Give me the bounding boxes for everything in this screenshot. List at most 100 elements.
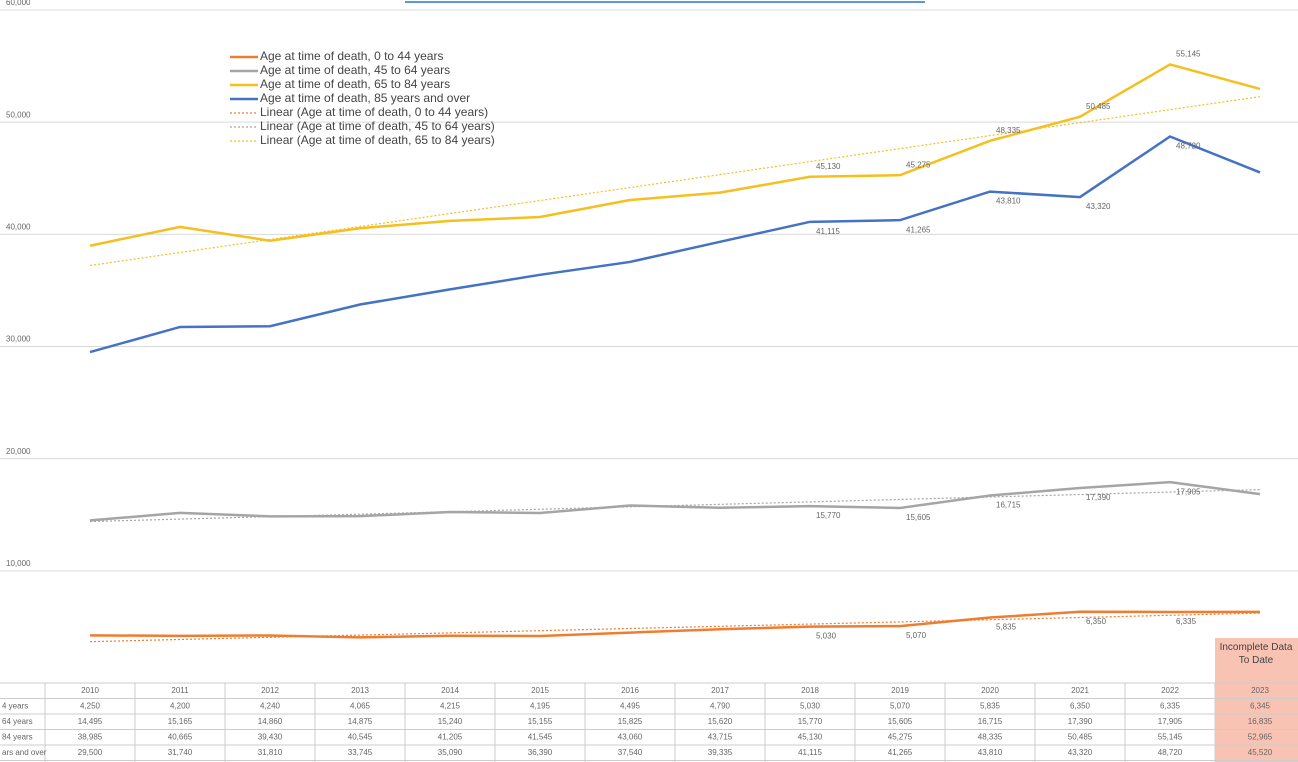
table-cell: 41,545: [528, 732, 553, 741]
table-cell: 17,905: [1158, 717, 1183, 726]
incomplete-note: Incomplete Data To Date: [1219, 642, 1293, 666]
data-label: 48,335: [996, 126, 1021, 135]
y-tick-label: 10,000: [6, 559, 31, 568]
table-cell: 4,240: [260, 701, 281, 710]
table-cell: 45,275: [888, 732, 913, 741]
table-cell: 43,715: [708, 732, 733, 741]
table-cell: 14,495: [78, 717, 103, 726]
data-label: 41,115: [816, 227, 840, 236]
table-cell: 5,835: [980, 701, 1001, 710]
table-cell: 15,620: [708, 717, 733, 726]
table-cell: 4,065: [350, 701, 371, 710]
table-cell: 6,335: [1160, 701, 1181, 710]
table-cell: 6,350: [1070, 701, 1091, 710]
y-tick-label: 60,000: [6, 0, 31, 7]
series-line: [89, 135, 1261, 354]
table-cell: 45,130: [798, 732, 823, 741]
data-label: 17,905: [1176, 487, 1201, 496]
data-label: 55,145: [1176, 50, 1201, 59]
x-tick-label: 2015: [531, 686, 549, 695]
x-tick-label: 2022: [1161, 686, 1179, 695]
table-cell: 29,500: [78, 748, 103, 757]
table-cell: 48,335: [978, 732, 1003, 741]
table-cell: 16,835: [1248, 717, 1273, 726]
y-tick-label: 20,000: [6, 447, 31, 456]
incomplete-highlight: [1215, 638, 1298, 762]
table-cell: 39,335: [708, 748, 733, 757]
x-tick-label: 2013: [351, 686, 369, 695]
table-cell: 4,495: [620, 701, 641, 710]
table-cell: 33,745: [348, 748, 373, 757]
table-cell: 15,605: [888, 717, 913, 726]
x-tick-label: 2018: [801, 686, 819, 695]
data-label: 41,265: [906, 225, 931, 234]
data-label: 45,275: [906, 160, 931, 169]
data-label: 45,130: [816, 162, 841, 171]
table-cell: 4,790: [710, 701, 731, 710]
table-cell: 52,965: [1248, 732, 1273, 741]
table-cell: 17,390: [1068, 717, 1093, 726]
legend: Age at time of death, 65 to 84 years: [260, 77, 450, 91]
trendline: [89, 612, 1261, 643]
table-cell: 41,205: [438, 732, 463, 741]
series-line: [89, 610, 1261, 639]
table-cell: 36,390: [528, 748, 553, 757]
data-label: 50,485: [1086, 102, 1111, 111]
table-row-label: 4 years: [2, 701, 28, 710]
table-cell: 31,740: [168, 748, 193, 757]
table-cell: 6,345: [1250, 701, 1271, 710]
x-tick-label: 2020: [981, 686, 999, 695]
data-label: 5,835: [996, 623, 1017, 632]
table-cell: 5,070: [890, 701, 911, 710]
legend: Age at time of death, 45 to 64 years: [260, 63, 450, 77]
trendline: [89, 96, 1261, 267]
table-cell: 15,825: [618, 717, 643, 726]
table-cell: 4,195: [530, 701, 551, 710]
legend: Age at time of death, 0 to 44 years: [260, 49, 443, 63]
legend: Linear (Age at time of death, 0 to 44 ye…: [260, 105, 488, 119]
data-label: 6,335: [1176, 617, 1197, 626]
table-cell: 37,540: [618, 748, 643, 757]
table-cell: 4,215: [440, 701, 461, 710]
table-cell: 43,810: [978, 748, 1003, 757]
table-cell: 50,485: [1068, 732, 1093, 741]
data-label: 43,810: [996, 197, 1021, 206]
x-tick-label: 2019: [891, 686, 909, 695]
data-label: 43,320: [1086, 202, 1111, 211]
y-tick-label: 30,000: [6, 335, 31, 344]
table-row-label: 64 years: [2, 717, 33, 726]
x-tick-label: 2014: [441, 686, 459, 695]
table-cell: 55,145: [1158, 732, 1183, 741]
table-cell: 43,060: [618, 732, 643, 741]
data-label: 6,350: [1086, 617, 1107, 626]
table-cell: 5,030: [800, 701, 821, 710]
legend: Age at time of death, 85 years and over: [260, 91, 470, 105]
table-cell: 15,240: [438, 717, 463, 726]
x-tick-label: 2023: [1251, 686, 1269, 695]
table-cell: 38,985: [78, 732, 103, 741]
legend: Linear (Age at time of death, 65 to 84 y…: [260, 133, 495, 147]
table-cell: 16,715: [978, 717, 1003, 726]
data-label: 15,770: [816, 511, 841, 520]
table-cell: 15,770: [798, 717, 823, 726]
table-cell: 4,250: [80, 701, 101, 710]
table-cell: 45,520: [1248, 748, 1273, 757]
x-tick-label: 2016: [621, 686, 639, 695]
data-label: 5,030: [816, 632, 837, 641]
table-cell: 4,200: [170, 701, 191, 710]
table-cell: 35,090: [438, 748, 463, 757]
table-cell: 48,720: [1158, 748, 1183, 757]
table-cell: 15,165: [168, 717, 193, 726]
data-label: 15,605: [906, 513, 931, 522]
table-row-label: 84 years: [2, 732, 33, 741]
table-cell: 41,265: [888, 748, 913, 757]
y-tick-label: 40,000: [6, 222, 31, 231]
data-label: 48,720: [1176, 142, 1201, 151]
table-cell: 15,155: [528, 717, 553, 726]
table-cell: 40,665: [168, 732, 193, 741]
table-cell: 40,545: [348, 732, 373, 741]
x-tick-label: 2011: [171, 686, 189, 695]
data-label: 17,390: [1086, 493, 1111, 502]
table-cell: 14,860: [258, 717, 283, 726]
x-tick-label: 2021: [1071, 686, 1089, 695]
